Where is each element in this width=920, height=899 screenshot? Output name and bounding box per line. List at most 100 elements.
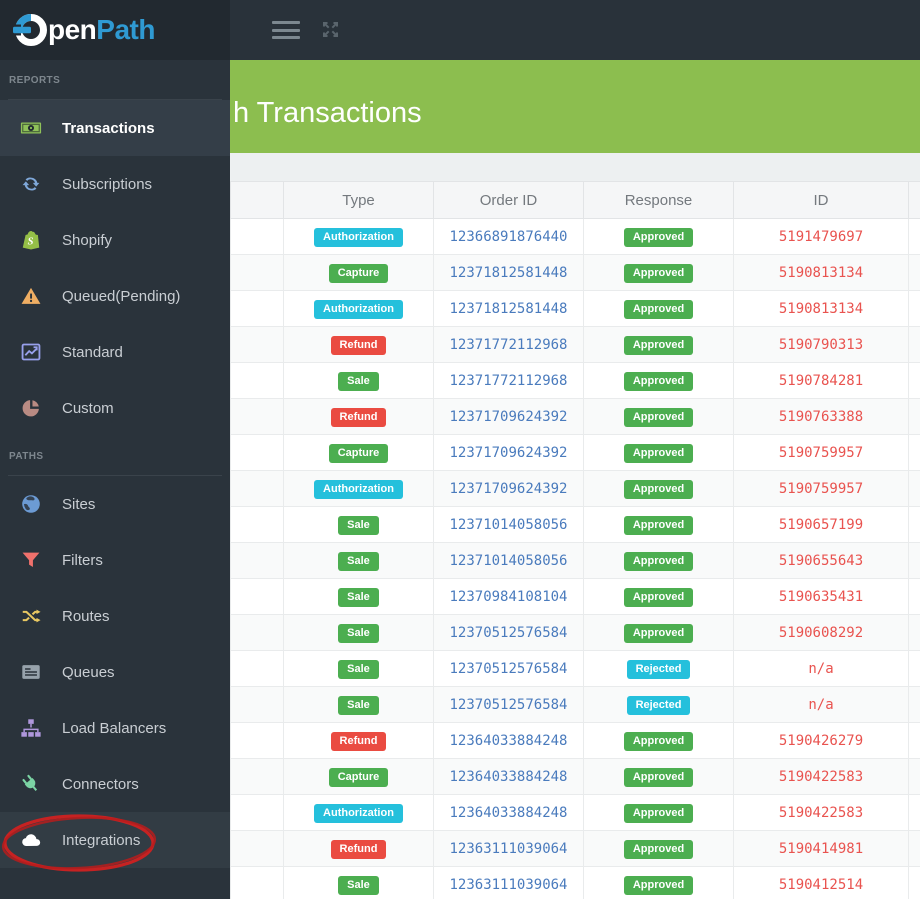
- table-row: Refund 12371772112968 Approved 5190790313: [230, 326, 920, 363]
- order-id-link[interactable]: 12370512576584: [449, 660, 568, 677]
- order-id-link[interactable]: 12363111039064: [449, 840, 568, 857]
- sidebar-item-integrations[interactable]: Integrations: [0, 812, 230, 868]
- cell-response: Approved: [583, 758, 734, 795]
- sidebar-item-label: Routes: [62, 607, 110, 625]
- type-badge: Capture: [328, 443, 389, 463]
- cell-transaction-id: 5190655643: [733, 542, 909, 579]
- sidebar-item-label: Custom: [62, 399, 114, 417]
- sidebar-item-shopify[interactable]: S Shopify: [0, 212, 230, 268]
- cell-blank: [230, 866, 284, 899]
- cell-cutoff: [908, 794, 920, 831]
- cell-cutoff: [908, 434, 920, 471]
- order-id-link[interactable]: 12364033884248: [449, 804, 568, 821]
- money-icon: [19, 116, 43, 140]
- order-id-link[interactable]: 12363111039064: [449, 876, 568, 893]
- cell-type: Refund: [283, 398, 434, 435]
- cell-blank: [230, 506, 284, 543]
- cell-type: Capture: [283, 758, 434, 795]
- cell-order-id: 12364033884248: [433, 722, 584, 759]
- order-id-link[interactable]: 12371014058056: [449, 516, 568, 533]
- column-header-id[interactable]: ID: [733, 181, 909, 219]
- filter-icon: [19, 548, 43, 572]
- response-badge: Rejected: [626, 695, 691, 715]
- table-row: Authorization 12371709624392 Approved 51907…: [230, 470, 920, 507]
- cell-response: Approved: [583, 290, 734, 327]
- transaction-id-value: 5190790313: [778, 336, 864, 353]
- table-row: Sale 12370512576584 Rejected n/a: [230, 650, 920, 687]
- cell-response: Approved: [583, 218, 734, 255]
- type-badge: Refund: [330, 335, 387, 355]
- cell-cutoff: [908, 290, 920, 327]
- transaction-id-value: 5190813134: [778, 300, 864, 317]
- cell-order-id: 12371709624392: [433, 398, 584, 435]
- sidebar-item-custom[interactable]: Custom: [0, 380, 230, 436]
- cell-response: Approved: [583, 866, 734, 899]
- order-id-link[interactable]: 12370512576584: [449, 624, 568, 641]
- order-id-link[interactable]: 12371812581448: [449, 300, 568, 317]
- transaction-id-value: 5190657199: [778, 516, 864, 533]
- cell-type: Sale: [283, 614, 434, 651]
- cell-transaction-id: 5190657199: [733, 506, 909, 543]
- sidebar-item-connectors[interactable]: Connectors: [0, 756, 230, 812]
- sidebar-item-routes[interactable]: Routes: [0, 588, 230, 644]
- order-id-link[interactable]: 12366891876440: [449, 228, 568, 245]
- sidebar-item-sites[interactable]: Sites: [0, 476, 230, 532]
- order-id-link[interactable]: 12370512576584: [449, 696, 568, 713]
- cell-response: Approved: [583, 614, 734, 651]
- cell-order-id: 12371014058056: [433, 542, 584, 579]
- expand-arrows-icon[interactable]: [321, 20, 340, 39]
- hamburger-menu-icon[interactable]: [272, 21, 300, 39]
- type-badge: Authorization: [314, 803, 403, 823]
- cell-response: Rejected: [583, 650, 734, 687]
- sidebar-item-filters[interactable]: Filters: [0, 532, 230, 588]
- column-header-order-id[interactable]: Order ID: [433, 181, 584, 219]
- column-header-response[interactable]: Response: [583, 181, 734, 219]
- sidebar-item-label: Queues: [62, 663, 115, 681]
- response-badge: Approved: [623, 479, 694, 499]
- table-header-row: Type Order ID Response ID: [230, 181, 920, 219]
- cell-type: Refund: [283, 326, 434, 363]
- type-badge: Sale: [338, 551, 379, 571]
- cell-response: Approved: [583, 470, 734, 507]
- order-id-link[interactable]: 12371709624392: [449, 408, 568, 425]
- sitemap-icon: [19, 716, 43, 740]
- order-id-link[interactable]: 12371772112968: [449, 336, 568, 353]
- cell-type: Sale: [283, 542, 434, 579]
- cell-blank: [230, 254, 284, 291]
- logo-text-path: Path: [96, 14, 155, 45]
- refresh-icon: [19, 172, 43, 196]
- sidebar-item-standard[interactable]: Standard: [0, 324, 230, 380]
- table-row: Sale 12363111039064 Approved 5190412514: [230, 866, 920, 899]
- response-badge: Rejected: [626, 659, 691, 679]
- type-badge: Authorization: [314, 299, 403, 319]
- order-id-link[interactable]: 12371709624392: [449, 480, 568, 497]
- order-id-link[interactable]: 12364033884248: [449, 768, 568, 785]
- sidebar-item-subscriptions[interactable]: Subscriptions: [0, 156, 230, 212]
- column-header-type[interactable]: Type: [283, 181, 434, 219]
- sidebar-item-load-balancers[interactable]: Load Balancers: [0, 700, 230, 756]
- response-badge: Approved: [623, 515, 694, 535]
- sidebar-item-queues[interactable]: Queues: [0, 644, 230, 700]
- order-id-link[interactable]: 12371772112968: [449, 372, 568, 389]
- cell-transaction-id: 5190608292: [733, 614, 909, 651]
- order-id-link[interactable]: 12371014058056: [449, 552, 568, 569]
- cell-transaction-id: n/a: [733, 650, 909, 687]
- cell-order-id: 12363111039064: [433, 830, 584, 867]
- order-id-link[interactable]: 12364033884248: [449, 732, 568, 749]
- cell-cutoff: [908, 398, 920, 435]
- svg-text:S: S: [28, 237, 34, 248]
- order-id-link[interactable]: 12371812581448: [449, 264, 568, 281]
- table-row: Sale 12371014058056 Approved 5190655643: [230, 542, 920, 579]
- order-id-link[interactable]: 12370984108104: [449, 588, 568, 605]
- response-badge: Approved: [623, 839, 694, 859]
- cell-order-id: 12370984108104: [433, 578, 584, 615]
- openpath-logo[interactable]: penPath: [0, 0, 230, 60]
- sidebar-nav: REPORTS Transactions Subscriptions S Shopify…: [0, 60, 230, 868]
- cell-blank: [230, 650, 284, 687]
- sidebar-item-label: Connectors: [62, 775, 139, 793]
- sidebar-item-queued-pending[interactable]: Queued(Pending): [0, 268, 230, 324]
- order-id-link[interactable]: 12371709624392: [449, 444, 568, 461]
- cell-transaction-id: 5190412514: [733, 866, 909, 899]
- sidebar-item-transactions[interactable]: Transactions: [0, 100, 230, 156]
- section-divider: [8, 99, 222, 100]
